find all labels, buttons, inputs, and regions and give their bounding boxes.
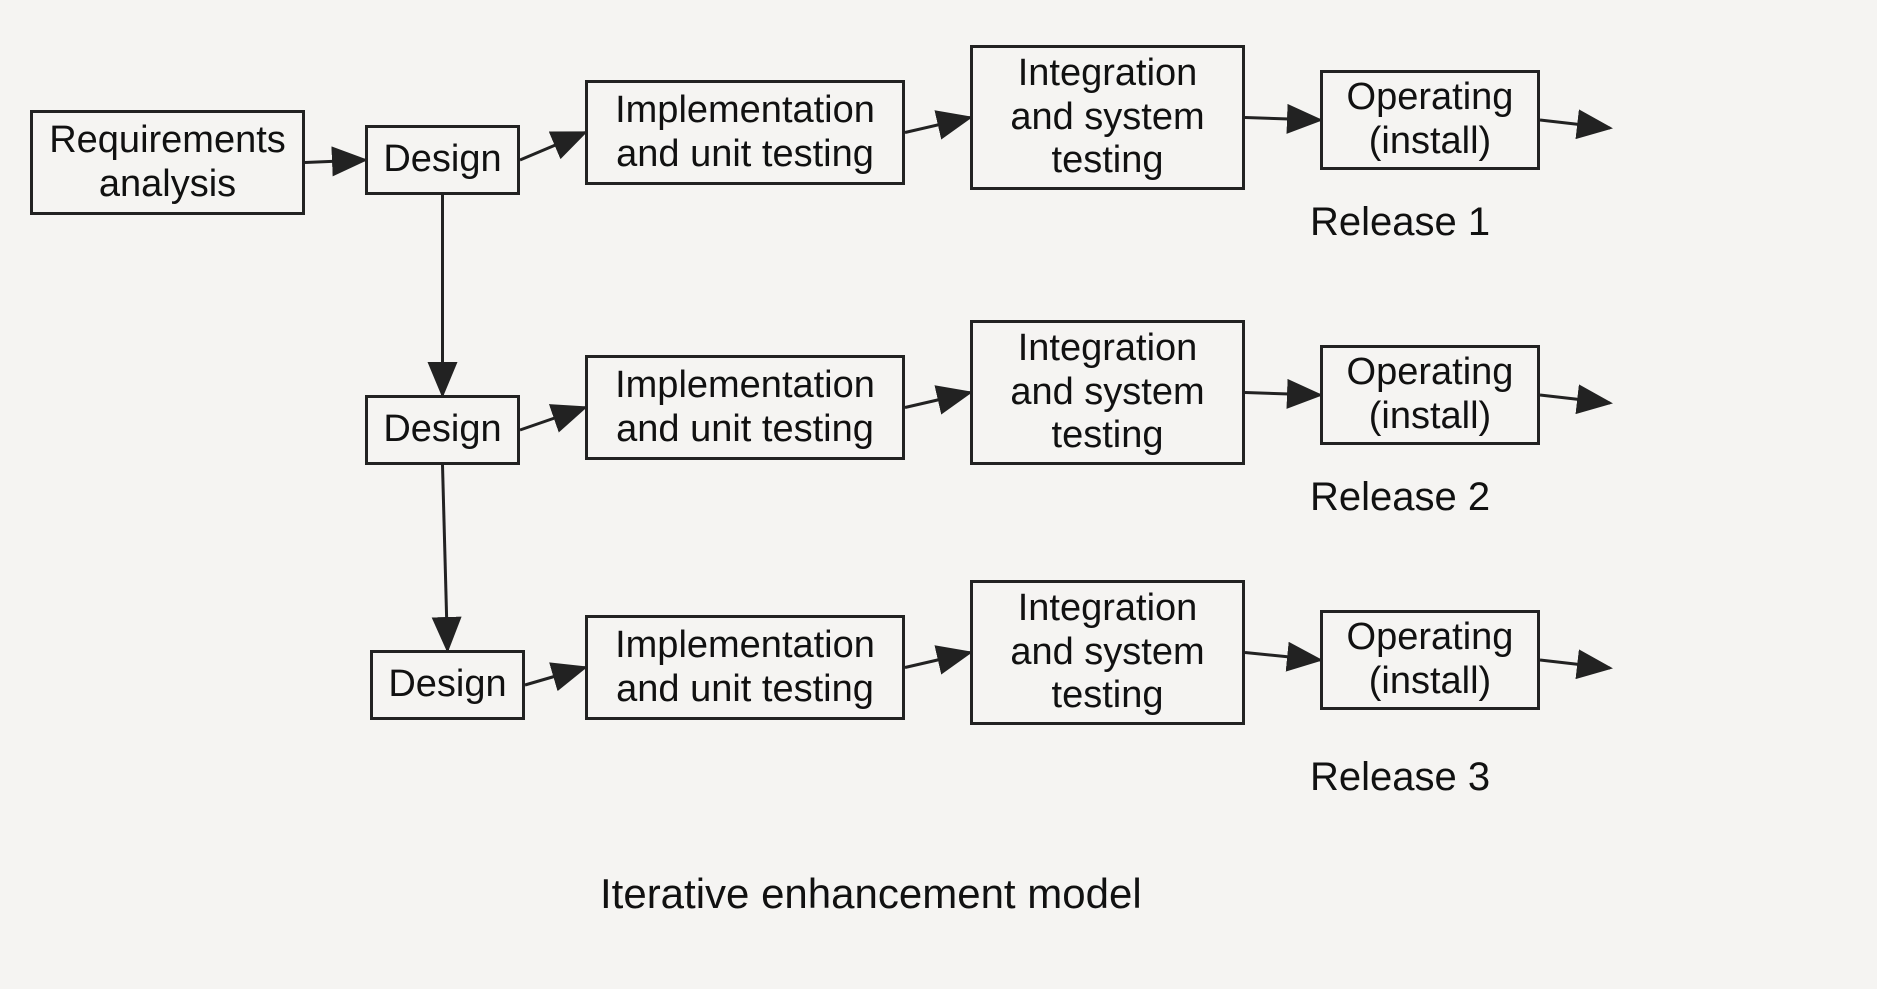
node-text-int3: Integration and system testing — [1010, 587, 1204, 718]
node-op3: Operating (install) — [1320, 610, 1540, 710]
label-rel3: Release 3 — [1310, 755, 1490, 800]
node-text-op1: Operating (install) — [1347, 76, 1514, 163]
node-text-int2: Integration and system testing — [1010, 327, 1204, 458]
label-rel1: Release 1 — [1310, 200, 1490, 245]
node-text-int1: Integration and system testing — [1010, 52, 1204, 183]
node-text-imp2: Implementation and unit testing — [615, 364, 875, 451]
iterative-enhancement-diagram: Requirements analysis Design Implementatio… — [0, 0, 1877, 989]
node-text-op2: Operating (install) — [1347, 351, 1514, 438]
node-op2: Operating (install) — [1320, 345, 1540, 445]
node-text-d3: Design — [388, 663, 506, 707]
label-rel2: Release 2 — [1310, 475, 1490, 520]
node-int3: Integration and system testing — [970, 580, 1245, 725]
diagram-caption: Iterative enhancement model — [600, 870, 1142, 918]
node-req: Requirements analysis — [30, 110, 305, 215]
node-imp1: Implementation and unit testing — [585, 80, 905, 185]
node-text-d1: Design — [383, 138, 501, 182]
node-imp2: Implementation and unit testing — [585, 355, 905, 460]
node-text-imp1: Implementation and unit testing — [615, 89, 875, 176]
node-text-req: Requirements analysis — [49, 119, 286, 206]
node-d2: Design — [365, 395, 520, 465]
node-d1: Design — [365, 125, 520, 195]
node-imp3: Implementation and unit testing — [585, 615, 905, 720]
node-text-imp3: Implementation and unit testing — [615, 624, 875, 711]
node-op1: Operating (install) — [1320, 70, 1540, 170]
node-d3: Design — [370, 650, 525, 720]
node-text-d2: Design — [383, 408, 501, 452]
node-int2: Integration and system testing — [970, 320, 1245, 465]
node-int1: Integration and system testing — [970, 45, 1245, 190]
node-text-op3: Operating (install) — [1347, 616, 1514, 703]
